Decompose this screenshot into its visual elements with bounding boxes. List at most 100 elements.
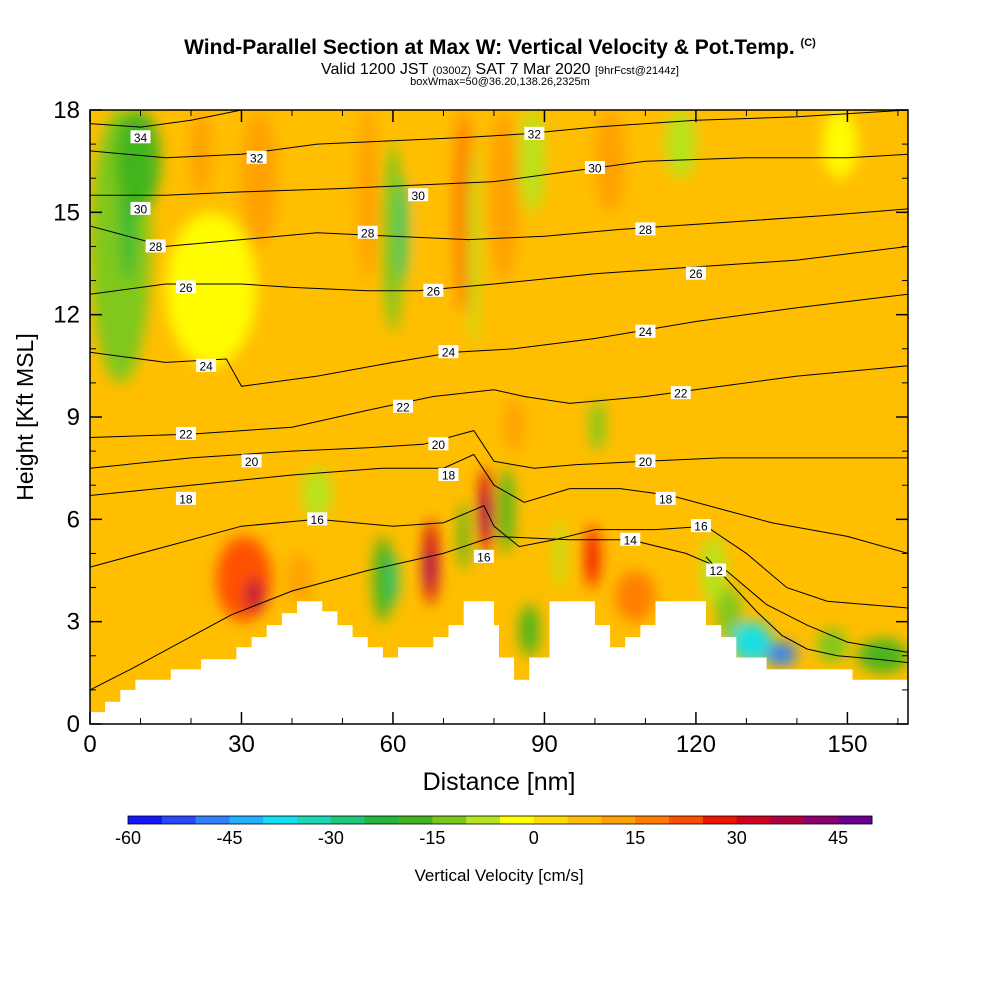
colorbar-swatch [229,816,264,824]
isentrope-12 [705,556,908,664]
contour-label-box [428,437,449,451]
contour-label-box [130,130,151,144]
velocity-cell [594,110,626,213]
isentrope-18 [90,453,908,554]
isentrope-24 [90,293,908,387]
velocity-cell [817,628,848,663]
velocity-cell [286,553,313,605]
isentrope-20 [90,430,908,469]
x-tick-label: 30 [228,731,255,758]
contour-label-text: 24 [639,325,653,339]
title-text: Wind-Parallel Section at Max W: Vertical… [184,36,795,59]
contour-label-box [620,532,641,546]
y-tick-label: 18 [53,97,80,124]
contour-label-text: 12 [709,564,723,578]
x-tick-label: 60 [380,731,407,758]
contour-label-26: 26 [685,266,706,281]
colorbar-swatch [195,816,230,824]
contour-label-text: 26 [179,281,193,295]
contour-label-text: 22 [179,428,193,442]
isentrope-14 [90,535,908,691]
y-tick-label: 6 [67,506,80,533]
colorbar-swatch [770,816,805,824]
velocity-cell [372,536,393,622]
contour-label-text: 26 [689,267,703,281]
contour-label-box [307,512,328,526]
x-tick-label: 90 [531,731,558,758]
velocity-cell [425,546,434,588]
contour-label-22: 22 [175,427,196,442]
velocity-cell [382,144,404,332]
colorbar-swatch [838,816,873,824]
contour-label-30: 30 [130,201,151,216]
colorbar-swatch [500,816,535,824]
velocity-cell [519,604,540,656]
contour-label-box [473,549,494,563]
valid-utc: (0300Z) [432,65,472,77]
contour-label-box [393,399,414,413]
colorbar-swatch [398,816,433,824]
contour-label-text: 18 [659,492,673,506]
contour-label-box [670,386,691,400]
contour-label-box [196,358,217,372]
contour-label-22: 22 [670,386,691,401]
colorbar-swatch [263,816,298,824]
velocity-cell [468,144,479,349]
contour-label-28: 28 [357,225,378,240]
contour-label-text: 20 [639,455,653,469]
colorbar-swatch [669,816,704,824]
x-tick-label: 0 [83,731,96,758]
velocity-cell [387,553,399,605]
y-axis-label: Height [Kft MSL] [12,333,38,500]
y-axis-ticks: 0 3 6 9 12 15 18 [53,97,908,738]
contour-label-text: 30 [412,189,426,203]
contour-label-text: 14 [624,533,638,547]
valid-date: SAT 7 Mar 2020 [475,61,591,78]
isentrope-16 [90,505,908,609]
colorbar-swatch [533,816,569,824]
velocity-cell [822,110,858,179]
contour-label-text: 30 [134,202,148,216]
contour-label-20: 20 [241,454,262,469]
isentrope-32 [90,110,908,159]
velocity-cell [241,110,277,247]
contour-label-16: 16 [690,519,711,534]
velocity-cell [766,642,797,667]
contour-label-box [246,150,267,164]
contour-label-28: 28 [635,222,656,237]
contour-label-24: 24 [438,345,459,360]
box-info: boxWmax=50@36.20,138.26,2325m [410,76,590,88]
contour-label-20: 20 [635,454,656,469]
contour-label-30: 30 [408,188,429,203]
colorbar-swatch [601,816,636,824]
colorbar-tick-label: -45 [216,828,242,848]
colorbar-tick-label: 30 [727,828,747,848]
velocity-cell [504,399,525,452]
contour-label-text: 16 [477,550,491,564]
contour-label-34: 34 [130,130,151,145]
isentrope-34 [90,110,242,128]
contour-label-text: 28 [639,223,653,237]
contour-label-box [635,222,656,236]
velocity-cell [90,587,121,690]
y-tick-label: 9 [67,404,80,431]
contour-label-box [635,324,656,338]
contour-label-box [438,345,459,359]
contour-label-18: 18 [655,491,676,506]
forecast-tag: [9hrFcst@2144z] [595,65,679,77]
velocity-cell [695,382,772,452]
contour-label-20: 20 [428,437,449,452]
velocity-cell [302,468,333,520]
contour-label-text: 26 [427,284,441,298]
contour-label-text: 20 [245,455,259,469]
contour-label-box [145,239,166,253]
contour-label-box [584,160,605,174]
contour-label-box [423,283,444,297]
contour-label-26: 26 [175,280,196,295]
contour-label-text: 18 [442,468,456,482]
contour-label-text: 32 [528,127,542,141]
contour-label-18: 18 [438,467,459,482]
colorbar-swatch [364,816,400,824]
colorbar-swatch [466,816,501,824]
velocity-cell [246,577,262,612]
